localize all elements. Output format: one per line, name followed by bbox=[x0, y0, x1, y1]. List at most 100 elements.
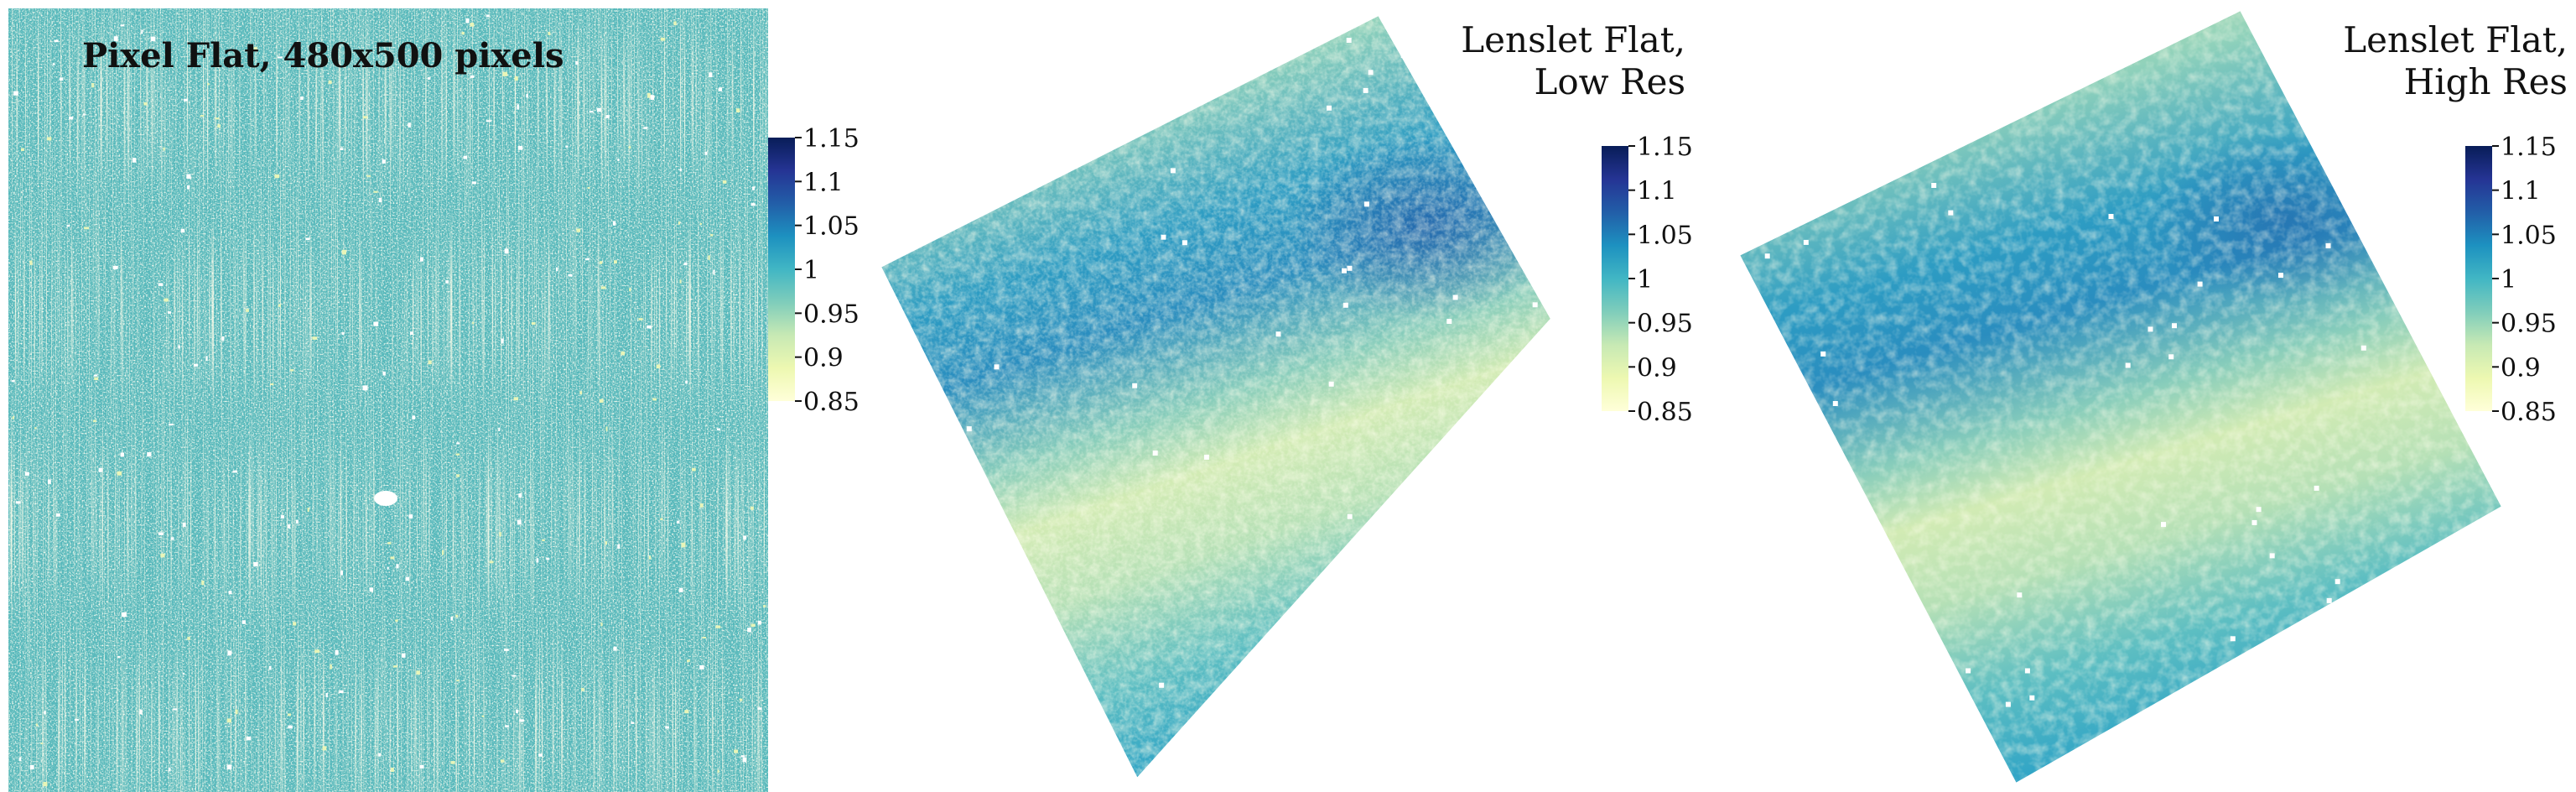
bright-pixel bbox=[300, 96, 304, 100]
bright-lenslet bbox=[1161, 234, 1166, 240]
bright-pixel bbox=[469, 63, 475, 66]
bright-pixel bbox=[556, 267, 558, 272]
bright-pixel bbox=[44, 711, 46, 715]
colorbar-tick-label: 1 bbox=[2501, 265, 2516, 294]
bright-lenslet bbox=[1146, 104, 1152, 110]
bright-lenslet bbox=[2352, 603, 2357, 609]
bright-pixel bbox=[708, 255, 710, 260]
colorbar-gradient bbox=[2465, 146, 2492, 411]
bright-lenslet bbox=[1363, 87, 1368, 93]
bright-lenslet bbox=[2197, 281, 2203, 287]
bright-pixel bbox=[98, 467, 102, 472]
bright-pixel bbox=[69, 117, 74, 120]
bright-pixel bbox=[183, 98, 189, 102]
bright-lenslet bbox=[2418, 164, 2423, 170]
bright-pixel bbox=[288, 524, 291, 529]
bright-pixel bbox=[112, 265, 118, 270]
bright-pixel bbox=[341, 249, 346, 255]
bright-pixel bbox=[15, 501, 21, 504]
bright-lenslet bbox=[1328, 381, 1334, 387]
bright-pixel bbox=[158, 283, 164, 286]
bright-pixel bbox=[205, 356, 208, 362]
bright-pixel bbox=[382, 371, 386, 376]
bright-pixel bbox=[242, 620, 246, 624]
pixel-flat-panel: Pixel Flat, 480x500 pixels 1.15 1.1 1.05 1 0… bbox=[8, 8, 860, 792]
bright-pixel bbox=[678, 221, 680, 225]
bright-lenslet bbox=[1346, 38, 1352, 43]
bright-pixel bbox=[416, 670, 420, 675]
bright-pixel bbox=[412, 415, 415, 419]
bright-lenslet bbox=[1363, 201, 1369, 207]
bright-pixel bbox=[481, 715, 485, 717]
bright-pixel bbox=[314, 649, 320, 654]
bright-lenslet bbox=[2214, 216, 2219, 221]
bright-pixel bbox=[538, 753, 543, 757]
bright-pixel bbox=[307, 508, 309, 512]
bright-pixel bbox=[29, 260, 33, 265]
colorbar-tick-label: 1.15 bbox=[2501, 133, 2557, 162]
bright-pixel bbox=[519, 719, 524, 722]
bright-pixel bbox=[387, 566, 389, 570]
bright-pixel bbox=[504, 248, 509, 254]
bright-pixel bbox=[517, 145, 523, 150]
bright-pixel bbox=[461, 31, 465, 35]
bright-lenslet bbox=[1507, 156, 1513, 162]
bright-pixel bbox=[710, 233, 714, 237]
bright-pixel bbox=[763, 605, 766, 607]
bright-pixel bbox=[182, 522, 186, 527]
bright-lenslet bbox=[1170, 168, 1176, 174]
bright-lenslet bbox=[2148, 326, 2153, 332]
bright-pixel bbox=[290, 369, 294, 372]
bright-lenslet bbox=[1948, 210, 1954, 216]
bright-lenslet bbox=[1446, 319, 1452, 324]
bright-pixel bbox=[600, 286, 606, 289]
bright-lenslet bbox=[2251, 519, 2257, 525]
colorbar-tick-label: 0.9 bbox=[2501, 353, 2541, 383]
bright-pixel bbox=[647, 93, 651, 98]
bright-lenslet bbox=[1206, 26, 1212, 32]
bright-pixel bbox=[330, 664, 332, 670]
bright-pixel bbox=[757, 620, 761, 625]
bright-lenslet bbox=[2269, 553, 2275, 559]
bright-pixel bbox=[652, 398, 657, 401]
bright-lenslet bbox=[2230, 636, 2236, 642]
bright-lenslet bbox=[1764, 253, 1770, 259]
bright-lenslet bbox=[962, 477, 967, 483]
bright-lenslet bbox=[2017, 592, 2023, 598]
pixel-flat-title: Pixel Flat, 480x500 pixels bbox=[82, 36, 564, 76]
bright-lenslet bbox=[1820, 351, 1826, 357]
bright-pixel bbox=[548, 32, 551, 35]
bright-pixel bbox=[93, 419, 96, 423]
bright-pixel bbox=[536, 558, 539, 563]
bright-pixel bbox=[638, 318, 643, 320]
bright-pixel bbox=[391, 768, 394, 772]
bright-pixel bbox=[253, 562, 258, 567]
bright-pixel bbox=[442, 550, 444, 555]
bright-pixel bbox=[150, 36, 156, 42]
bright-pixel bbox=[587, 186, 590, 190]
bright-pixel bbox=[18, 757, 22, 762]
bright-pixel bbox=[709, 72, 713, 77]
bright-lenslet bbox=[2029, 695, 2035, 701]
bright-pixel bbox=[743, 535, 747, 540]
bright-pixel bbox=[740, 755, 745, 758]
lenslet-high-res-colorbar: 1.15 1.1 1.05 1 0.95 0.9 0.85 bbox=[2465, 133, 2557, 427]
colorbar-tick-label: 1.05 bbox=[803, 212, 860, 242]
bright-pixel bbox=[382, 159, 386, 164]
bright-pixel bbox=[143, 102, 148, 106]
bright-pixel bbox=[679, 587, 683, 592]
colorbar-tick-label: 1.15 bbox=[1637, 133, 1693, 162]
bright-pixel bbox=[456, 474, 460, 477]
bright-pixel bbox=[246, 309, 249, 312]
bright-pixel bbox=[428, 360, 432, 365]
bright-lenslet bbox=[2005, 701, 2011, 707]
colorbar-tick-label: 1.1 bbox=[2501, 177, 2541, 206]
bright-pixel bbox=[470, 23, 475, 27]
colorbar-tick-label: 0.95 bbox=[2501, 310, 2557, 339]
bright-lenslet bbox=[2362, 701, 2368, 706]
bright-lenslet bbox=[976, 539, 981, 545]
bright-pixel bbox=[617, 544, 621, 549]
bright-lenslet bbox=[1353, 577, 1359, 582]
bright-pixel bbox=[24, 472, 29, 476]
bright-pixel bbox=[463, 155, 467, 159]
